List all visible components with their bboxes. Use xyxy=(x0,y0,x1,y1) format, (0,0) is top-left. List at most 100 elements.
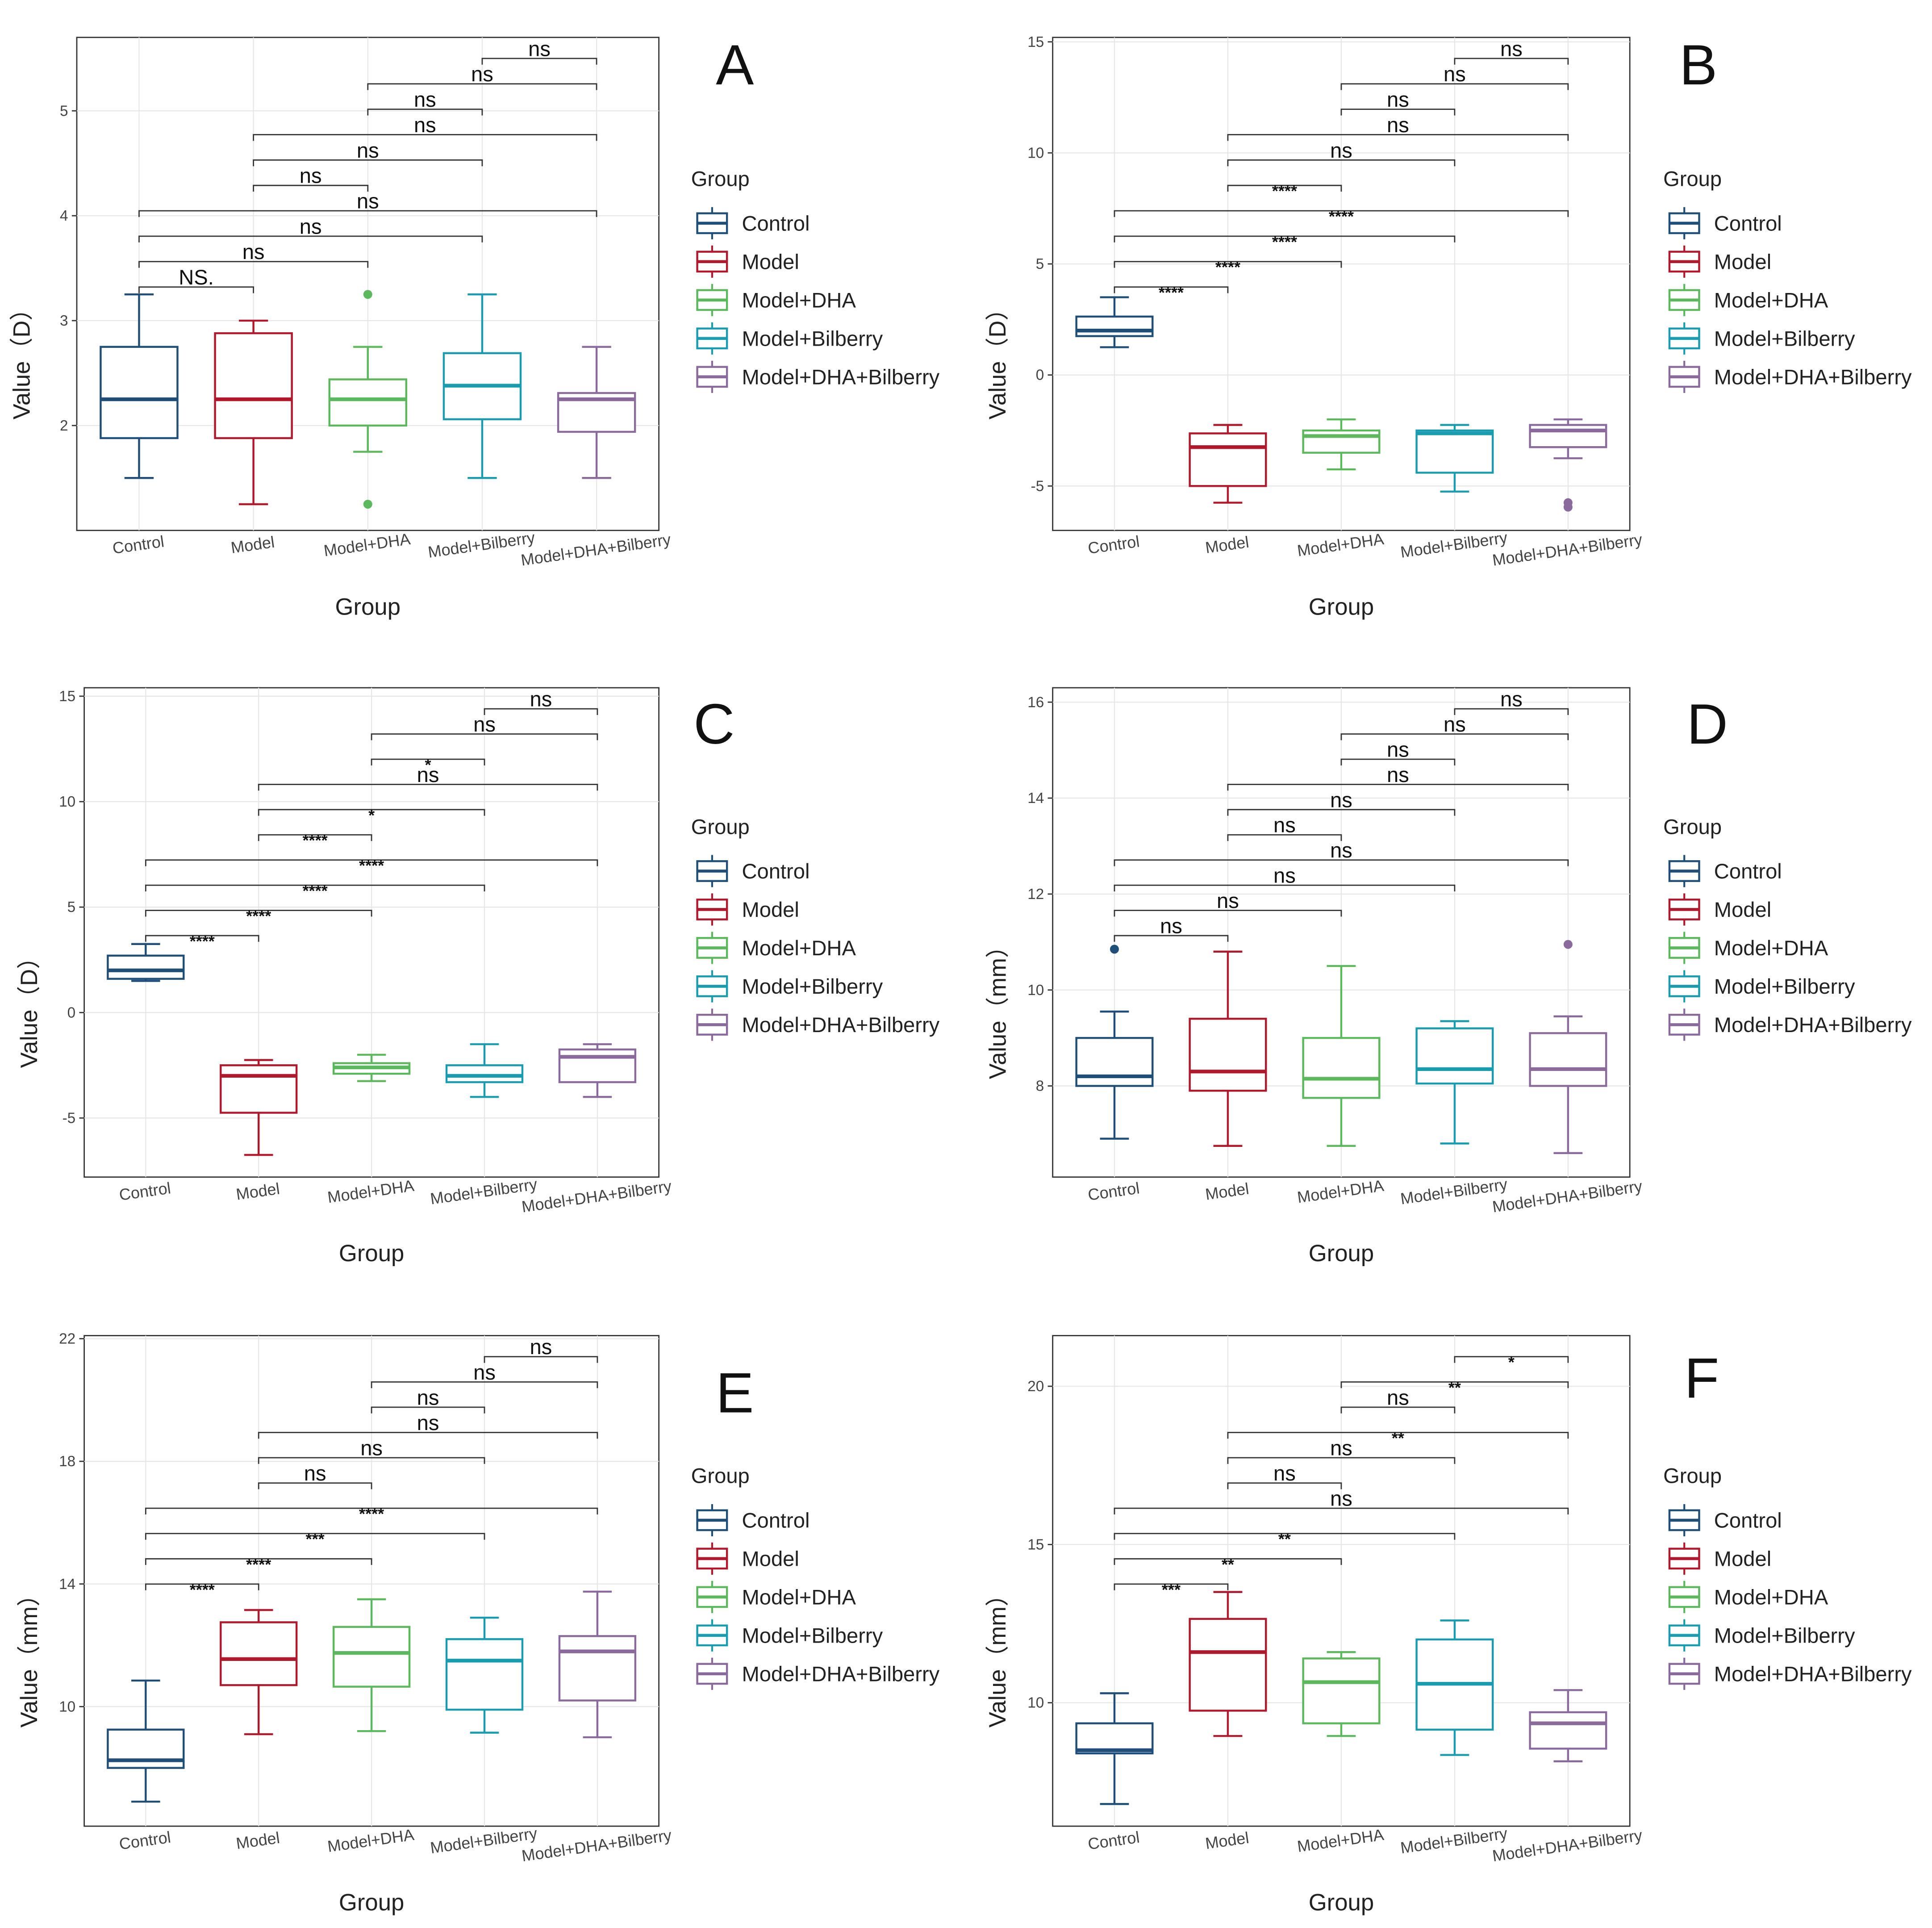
significance-label: ns xyxy=(1273,1461,1296,1485)
legend-item: Control xyxy=(1668,855,1782,887)
legend-item: Model+DHA+Bilberry xyxy=(1668,1657,1912,1690)
significance-label: ns xyxy=(528,37,551,60)
significance-bracket: **** xyxy=(1114,284,1229,302)
significance-label: **** xyxy=(303,831,328,849)
legend-label: Control xyxy=(742,211,810,235)
legend-label: Model+DHA+Bilberry xyxy=(1714,365,1912,389)
y-tick-label: 10 xyxy=(1027,1695,1044,1711)
outlier-point xyxy=(1110,945,1119,954)
legend-item: Model+DHA xyxy=(696,1581,856,1613)
bracket-line xyxy=(1340,758,1456,765)
x-tick-label: Model xyxy=(235,1179,281,1203)
box-control xyxy=(1075,296,1154,348)
y-tick-label: 2 xyxy=(60,418,68,434)
significance-label: ns xyxy=(414,113,436,137)
bracket-line xyxy=(253,159,483,167)
x-tick-label: Control xyxy=(1087,532,1141,557)
significance-bracket: **** xyxy=(1114,258,1342,276)
y-axis-title: Value（D） xyxy=(985,297,1011,419)
bracket-line xyxy=(1114,1583,1229,1590)
significance-label: **** xyxy=(190,932,215,950)
x-tick-label: Model+DHA+Bilberry xyxy=(521,1826,673,1865)
y-tick-label: 5 xyxy=(60,103,68,119)
box-model-bilberry xyxy=(442,293,522,479)
y-axis-title: Value（D） xyxy=(16,945,42,1068)
box-model-dha-bilberry xyxy=(557,346,636,479)
significance-label: ns xyxy=(1330,1487,1352,1510)
bracket-line xyxy=(1114,235,1456,243)
significance-label: * xyxy=(1508,1353,1515,1372)
box-iqr xyxy=(1529,1032,1607,1087)
significance-label: ns xyxy=(417,763,439,786)
box-iqr xyxy=(1189,1618,1267,1712)
x-tick-label: Model xyxy=(1204,533,1250,557)
significance-bracket: ns xyxy=(1340,712,1569,740)
bracket-line xyxy=(1114,286,1229,293)
legend-label: Model+DHA xyxy=(742,936,856,960)
bracket-line xyxy=(371,733,598,740)
bracket-line xyxy=(1454,58,1569,65)
box-iqr xyxy=(1302,1037,1381,1099)
significance-bracket: ns xyxy=(1227,1461,1342,1489)
legend-label: Model+Bilberry xyxy=(1714,326,1855,350)
significance-label: ns xyxy=(1330,138,1352,162)
significance-bracket: ns xyxy=(138,240,369,268)
significance-bracket: ns xyxy=(1227,138,1456,167)
significance-label: **** xyxy=(1329,207,1354,226)
box-model-dha-bilberry xyxy=(1529,418,1607,512)
box-model-dha-bilberry xyxy=(1529,940,1607,1154)
legend-item: Model+DHA+Bilberry xyxy=(696,360,940,393)
legend-label: Model xyxy=(742,1547,799,1571)
y-tick-label: 15 xyxy=(59,688,75,705)
bracket-line xyxy=(1114,884,1456,891)
legend-title: Group xyxy=(691,815,750,838)
box-control xyxy=(107,1679,185,1803)
legend-label: Model+Bilberry xyxy=(1714,974,1855,998)
x-tick-label: Control xyxy=(111,532,165,557)
legend-label: Model xyxy=(1714,898,1771,921)
y-tick-label: 3 xyxy=(60,313,68,329)
significance-bracket: **** xyxy=(1227,182,1342,200)
x-tick-label: Model+Bilberry xyxy=(427,528,536,561)
y-tick-label: -5 xyxy=(63,1110,76,1126)
bracket-line xyxy=(1114,910,1342,917)
legend-label: Control xyxy=(1714,1509,1782,1532)
legend-label: Model+DHA+Bilberry xyxy=(742,365,939,389)
x-tick-label: Control xyxy=(118,1179,172,1204)
significance-label: ns xyxy=(1444,62,1466,86)
bracket-line xyxy=(367,109,483,116)
panel-letter: F xyxy=(1684,1346,1719,1410)
bracket-line xyxy=(484,1356,598,1363)
significance-label: ns xyxy=(1273,864,1296,887)
significance-bracket: ns xyxy=(258,1411,598,1439)
legend-label: Model+DHA+Bilberry xyxy=(1714,1013,1912,1037)
significance-bracket: ns xyxy=(258,1436,485,1464)
significance-bracket: ns xyxy=(1227,813,1342,841)
box-control xyxy=(1075,1692,1154,1805)
legend-label: Control xyxy=(1714,859,1782,883)
significance-bracket: ns xyxy=(253,138,483,167)
significance-label: ns xyxy=(1273,813,1296,837)
significance-label: ns xyxy=(1330,1436,1352,1460)
significance-label: *** xyxy=(306,1530,325,1548)
outlier-point xyxy=(363,499,372,509)
bracket-line xyxy=(253,134,597,141)
legend-item: Model+DHA xyxy=(696,284,856,316)
y-tick-label: 10 xyxy=(59,794,75,810)
significance-label: * xyxy=(368,806,375,824)
significance-bracket: ns xyxy=(371,1360,598,1388)
y-tick-label: 22 xyxy=(59,1331,75,1347)
significance-bracket: ns xyxy=(371,712,598,740)
bracket-line xyxy=(145,910,372,917)
bracket-line xyxy=(258,1457,485,1464)
legend-label: Model+DHA xyxy=(742,1585,856,1609)
significance-bracket: ns xyxy=(1227,1436,1456,1464)
significance-bracket: ns xyxy=(253,113,597,141)
legend-label: Model xyxy=(742,898,799,921)
box-model xyxy=(214,319,293,506)
x-tick-label: Model xyxy=(230,533,275,557)
y-tick-label: 5 xyxy=(67,899,76,916)
